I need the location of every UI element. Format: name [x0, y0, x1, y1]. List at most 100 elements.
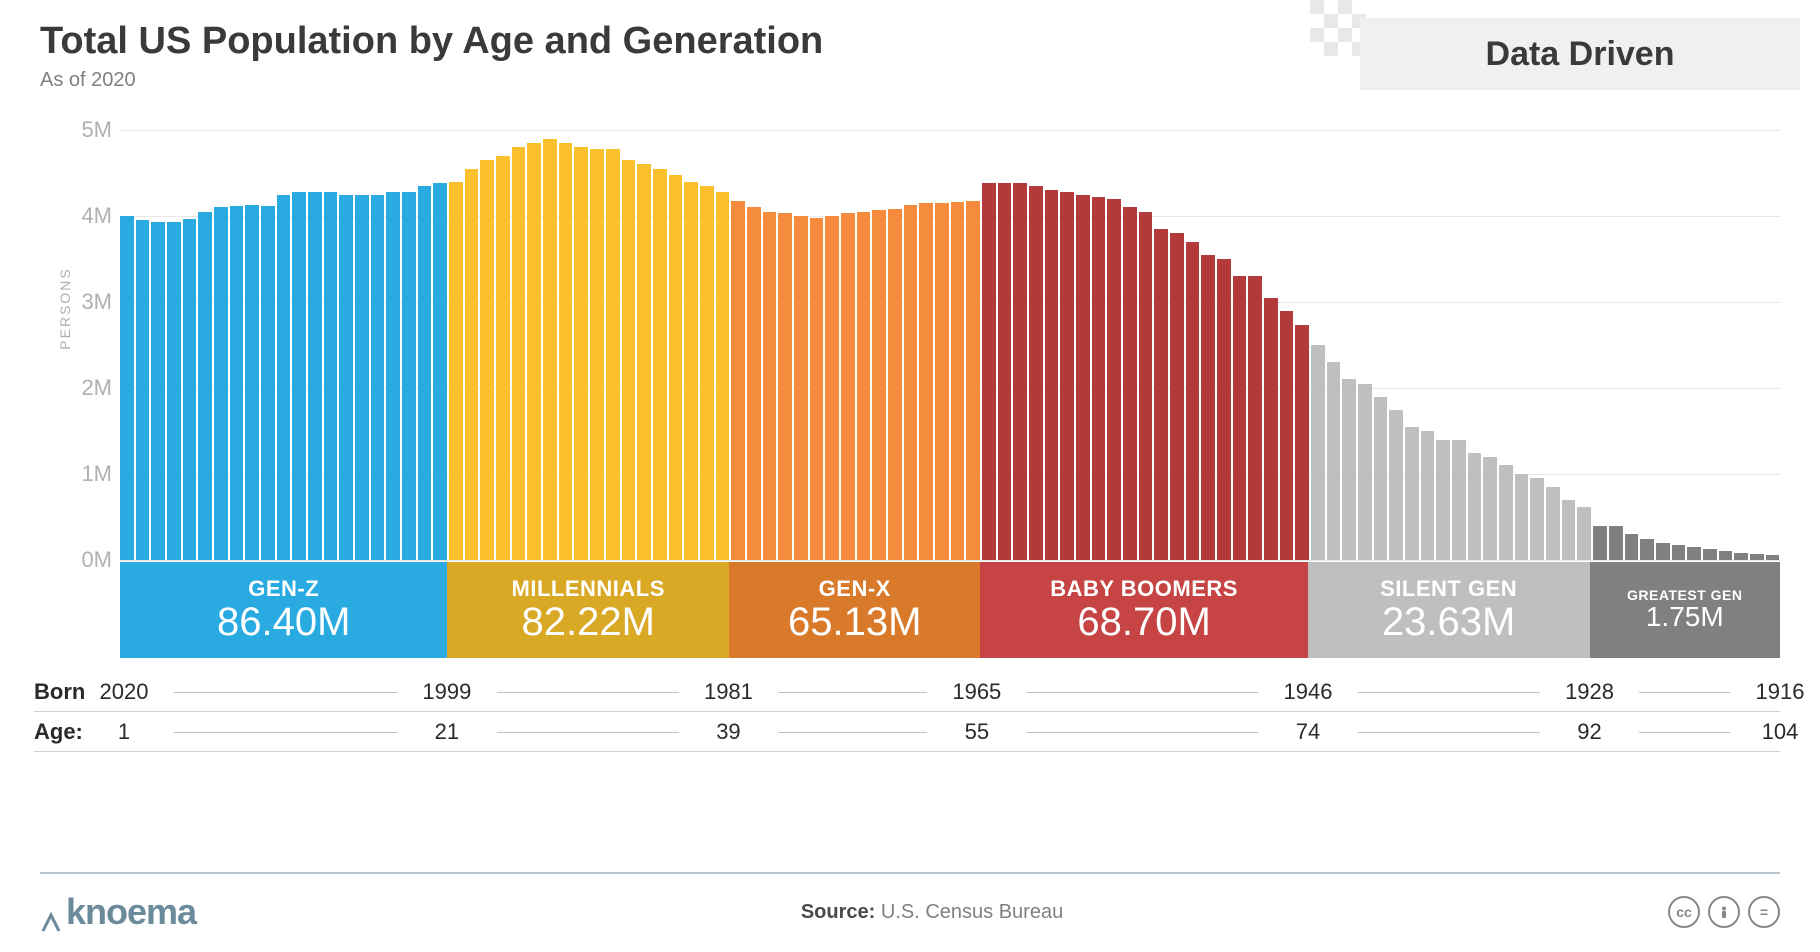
bar: [480, 160, 494, 560]
source-label: Source:: [801, 901, 875, 923]
generation-name: Baby Boomers: [1050, 576, 1238, 602]
bar: [1295, 325, 1309, 560]
bar: [433, 183, 447, 560]
bar: [1562, 500, 1576, 560]
bar: [1327, 362, 1341, 560]
grid-line: [120, 560, 1780, 561]
bar: [324, 192, 338, 560]
axis-dash: [174, 692, 398, 693]
bar: [794, 216, 808, 560]
bar: [966, 201, 980, 560]
y-tick: 4M: [81, 203, 112, 229]
bar: [1342, 379, 1356, 560]
bar: [1766, 555, 1780, 560]
generation-box: Millennials82.22M: [447, 562, 729, 658]
axis-tick: 1946: [1276, 679, 1341, 705]
generation-total: 1.75M: [1646, 601, 1724, 633]
bar: [810, 218, 824, 560]
bar: [1311, 345, 1325, 560]
axis-dash: [1358, 692, 1540, 693]
age-row: Age: 12139557492104: [34, 712, 1780, 752]
bar: [277, 195, 291, 561]
bar: [951, 202, 965, 560]
bar: [622, 160, 636, 560]
axis-tick: 1965: [944, 679, 1009, 705]
generation-name: Gen-X: [819, 576, 891, 602]
generation-total: 82.22M: [522, 600, 655, 645]
bar: [1123, 207, 1137, 560]
generation-box: Gen-Z86.40M: [120, 562, 447, 658]
bar: [637, 164, 651, 560]
generation-box: Greatest Gen1.75M: [1590, 562, 1780, 658]
bar: [214, 207, 228, 560]
header: Total US Population by Age and Generatio…: [40, 20, 1780, 92]
bar: [857, 212, 871, 560]
license-icons: cc =: [1668, 896, 1780, 928]
generation-total: 23.63M: [1382, 600, 1515, 645]
bar: [1593, 526, 1607, 560]
axis-dash: [778, 732, 927, 733]
y-tick: 1M: [81, 461, 112, 487]
bar: [1170, 233, 1184, 560]
axis-tick: 1916: [1748, 679, 1813, 705]
bar: [1280, 311, 1294, 560]
bar: [1672, 545, 1686, 560]
bar: [1013, 183, 1027, 560]
y-tick: 3M: [81, 289, 112, 315]
axis-tick: 1999: [414, 679, 479, 705]
bar: [888, 209, 902, 560]
bar: [1625, 534, 1639, 560]
bar: [449, 182, 463, 560]
bar: [825, 216, 839, 560]
bar: [151, 222, 165, 560]
generation-box: Gen-X65.13M: [729, 562, 980, 658]
bar: [841, 213, 855, 560]
bar: [371, 195, 385, 561]
bar: [1405, 427, 1419, 560]
axis-tick: 2020: [92, 679, 157, 705]
bar: [935, 203, 949, 560]
bar: [245, 205, 259, 560]
generation-total: 65.13M: [788, 600, 921, 645]
bar: [1233, 276, 1247, 560]
axis-tick: 1928: [1557, 679, 1622, 705]
bar: [1546, 487, 1560, 560]
generation-name: Silent Gen: [1380, 576, 1517, 602]
axis-rows: Born in: 2020199919811965194619281916 Ag…: [34, 672, 1780, 752]
bar: [465, 169, 479, 560]
generation-total: 68.70M: [1077, 600, 1210, 645]
generation-total: 86.40M: [217, 600, 350, 645]
axis-tick: 104: [1754, 719, 1807, 745]
bar: [120, 216, 134, 560]
knoema-logo: knoema: [40, 891, 196, 933]
chart-area: PERSONS 0M1M2M3M4M5M: [120, 130, 1780, 560]
axis-tick: 21: [427, 719, 467, 745]
bar: [339, 195, 353, 561]
bar: [1264, 298, 1278, 560]
bar: [1609, 526, 1623, 560]
bar: [1640, 539, 1654, 561]
bar: [998, 183, 1012, 560]
bar: [1483, 457, 1497, 560]
bar: [1092, 197, 1106, 560]
bar: [982, 183, 996, 560]
bar: [872, 210, 886, 560]
bar: [1515, 474, 1529, 560]
bar: [904, 205, 918, 560]
bar: [1045, 190, 1059, 560]
bar: [684, 182, 698, 560]
bar: [763, 212, 777, 560]
bar: [1358, 384, 1372, 560]
bar: [700, 186, 714, 560]
bar: [1217, 259, 1231, 560]
y-axis: 0M1M2M3M4M5M: [60, 130, 120, 560]
bar: [1687, 547, 1701, 560]
bar: [496, 156, 510, 560]
generation-name: Millennials: [512, 576, 665, 602]
cc-icon: cc: [1668, 896, 1700, 928]
bar: [1248, 276, 1262, 560]
bar: [606, 149, 620, 560]
bar: [559, 143, 573, 560]
bar: [669, 175, 683, 560]
bar: [198, 212, 212, 560]
